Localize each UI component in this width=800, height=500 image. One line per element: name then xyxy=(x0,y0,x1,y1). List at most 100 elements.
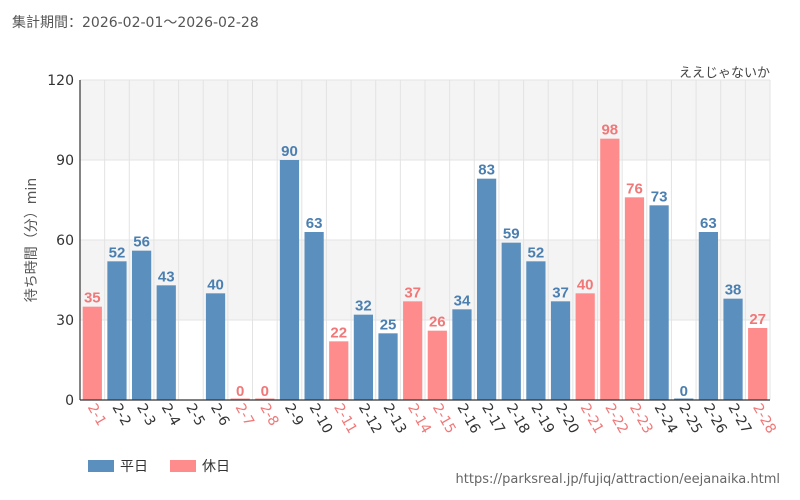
value-label-2-14: 37 xyxy=(404,284,421,301)
bar-2-21 xyxy=(575,293,595,400)
x-tick-label-2-25: 2-25 xyxy=(675,401,705,437)
period-label: 集計期間：2026-02-01～2026-02-28 xyxy=(12,15,259,31)
x-tick-label-2-2: 2-2 xyxy=(109,401,134,429)
value-label-2-23: 76 xyxy=(626,180,643,197)
bar-2-4 xyxy=(156,285,176,400)
bar-2-28 xyxy=(748,328,768,400)
value-label-2-3: 56 xyxy=(133,234,150,251)
value-label-2-13: 25 xyxy=(380,316,397,333)
y-tick-label: 30 xyxy=(56,313,74,329)
x-tick-label-2-12: 2-12 xyxy=(355,401,385,437)
value-label-2-19: 52 xyxy=(528,244,545,261)
x-tick-label-2-23: 2-23 xyxy=(626,401,656,437)
y-tick-labels: 0 30 60 90 120 xyxy=(47,73,74,409)
value-label-2-24: 73 xyxy=(651,188,668,205)
x-tick-label-2-20: 2-20 xyxy=(552,401,582,437)
x-tick-label-2-24: 2-24 xyxy=(651,401,681,437)
x-tick-label-2-7: 2-7 xyxy=(232,401,257,429)
bar-2-20 xyxy=(550,301,571,400)
value-label-2-1: 35 xyxy=(84,290,101,307)
x-tick-label-2-21: 2-21 xyxy=(577,401,607,437)
x-tick-label-2-14: 2-14 xyxy=(404,401,434,437)
source-url: https://parksreal.jp/fujiq/attraction/ee… xyxy=(455,472,780,487)
x-tick-labels: 2-1 2-2 2-3 2-4 2-5 2-6 2-7 2-8 2-9 2-102-112-122… xyxy=(84,401,779,437)
x-tick-label-2-5: 2-5 xyxy=(182,401,207,429)
x-tick-label-2-10: 2-10 xyxy=(306,401,336,437)
bar-2-18 xyxy=(501,242,521,400)
bar-2-14 xyxy=(403,301,423,400)
value-label-2-4: 43 xyxy=(158,268,175,285)
value-label-2-8: 0 xyxy=(261,383,269,400)
value-label-2-11: 22 xyxy=(330,324,347,341)
y-tick-label: 60 xyxy=(56,233,74,249)
value-label-2-12: 32 xyxy=(355,298,372,315)
value-label-2-25: 0 xyxy=(680,383,688,400)
x-tick-label-2-9: 2-9 xyxy=(281,401,306,429)
legend-item-holiday: 休日 xyxy=(170,456,230,476)
bar-2-13 xyxy=(378,333,398,400)
bar-2-23 xyxy=(624,197,645,400)
bar-2-3 xyxy=(131,250,152,400)
value-label-2-28: 27 xyxy=(749,311,766,328)
legend-swatch-holiday xyxy=(170,460,196,472)
x-tick-label-2-16: 2-16 xyxy=(454,401,484,437)
x-tick-label-2-1: 2-1 xyxy=(84,401,109,429)
x-tick-label-2-3: 2-3 xyxy=(133,401,158,429)
bar-2-17 xyxy=(476,178,497,400)
value-label-2-16: 34 xyxy=(454,292,471,309)
y-tick-label: 90 xyxy=(56,153,74,169)
bar-2-22 xyxy=(600,138,620,400)
bar-2-9 xyxy=(279,160,300,400)
y-tick-label: 0 xyxy=(65,393,74,409)
bar-2-16 xyxy=(452,309,472,400)
value-label-2-22: 98 xyxy=(601,122,618,139)
bar-2-2 xyxy=(107,261,127,400)
value-label-2-7: 0 xyxy=(236,383,244,400)
value-label-2-2: 52 xyxy=(109,244,126,261)
bar-2-7 xyxy=(230,398,250,400)
y-axis-label: 待ち時間（分）min xyxy=(24,178,40,302)
legend: 平日 休日 xyxy=(88,456,252,476)
x-tick-label-2-4: 2-4 xyxy=(158,401,183,429)
x-tick-label-2-11: 2-11 xyxy=(330,401,360,437)
value-label-2-27: 38 xyxy=(725,282,742,299)
bar-2-26 xyxy=(698,232,719,400)
x-tick-label-2-27: 2-27 xyxy=(725,401,755,437)
x-tick-label-2-18: 2-18 xyxy=(503,401,533,437)
value-label-2-17: 83 xyxy=(478,162,495,179)
bar-2-1 xyxy=(82,306,102,400)
value-label-2-6: 40 xyxy=(207,276,224,293)
bar-2-12 xyxy=(353,314,374,400)
bar-2-19 xyxy=(526,261,546,400)
x-tick-label-2-28: 2-28 xyxy=(749,401,779,437)
x-tick-label-2-26: 2-26 xyxy=(700,401,730,437)
bar-2-10 xyxy=(304,232,324,400)
bar-2-24 xyxy=(649,205,669,400)
bar-2-6 xyxy=(205,293,226,400)
x-tick-label-2-8: 2-8 xyxy=(256,401,281,429)
x-tick-label-2-15: 2-15 xyxy=(429,401,459,437)
value-label-2-10: 63 xyxy=(306,215,323,232)
bar-2-11 xyxy=(329,341,349,400)
axes xyxy=(79,80,770,401)
bar-2-8 xyxy=(255,398,275,400)
y-tick-label: 120 xyxy=(47,73,74,89)
value-label-2-21: 40 xyxy=(577,276,594,293)
bar-2-25 xyxy=(674,398,694,400)
value-label-2-9: 90 xyxy=(281,143,298,160)
x-tick-label-2-6: 2-6 xyxy=(207,401,232,429)
value-label-2-18: 59 xyxy=(503,226,520,243)
x-tick-label-2-19: 2-19 xyxy=(527,401,557,437)
chart-title: ええじゃないか xyxy=(678,66,770,81)
bar-2-15 xyxy=(427,330,447,400)
legend-label-weekday: 平日 xyxy=(120,459,148,475)
value-label-2-20: 37 xyxy=(552,284,569,301)
bar-2-27 xyxy=(723,298,743,400)
legend-label-holiday: 休日 xyxy=(202,459,230,475)
value-label-2-15: 26 xyxy=(429,314,446,331)
x-tick-label-2-13: 2-13 xyxy=(380,401,410,437)
legend-swatch-weekday xyxy=(88,460,114,472)
x-tick-label-2-22: 2-22 xyxy=(601,401,631,437)
